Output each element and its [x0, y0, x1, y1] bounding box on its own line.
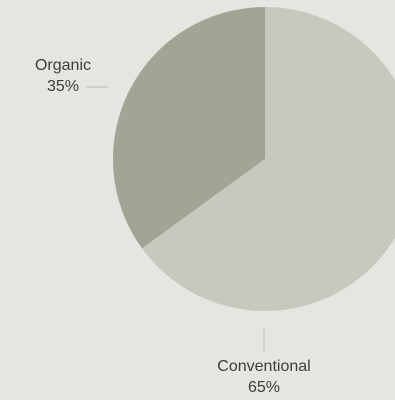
- slice-label-organic: Organic 35%: [22, 55, 104, 97]
- slice-name-organic: Organic: [34, 57, 92, 74]
- pie-slice-conventional: [142, 7, 395, 311]
- slice-name-conventional: Conventional: [217, 358, 311, 375]
- pie-slice-organic: [113, 7, 265, 249]
- pie-slices: [113, 7, 395, 311]
- slice-label-conventional: Conventional 65%: [200, 356, 328, 398]
- slice-value-conventional: 65%: [247, 379, 281, 396]
- leader-lines: [86, 86, 265, 352]
- slice-value-organic: 35%: [46, 78, 80, 95]
